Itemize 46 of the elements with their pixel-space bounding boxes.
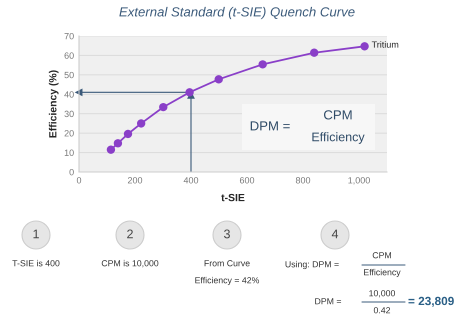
text: 3 bbox=[224, 230, 230, 238]
y-tick-label: 70 bbox=[64, 32, 74, 40]
x-tick-label: 400 bbox=[184, 177, 198, 184]
point bbox=[310, 48, 318, 57]
chart-title: External Standard (t-SIE) Quench Curve bbox=[119, 6, 355, 20]
x-tick-label: 600 bbox=[240, 177, 254, 184]
y-tick-label: 10 bbox=[64, 150, 74, 156]
text: DPM = bbox=[315, 298, 342, 304]
text: From Curve bbox=[204, 260, 250, 266]
point bbox=[214, 75, 223, 84]
annotation: CPM bbox=[324, 110, 352, 120]
point bbox=[106, 145, 116, 154]
y-axis-title: Efficiency (%) bbox=[48, 70, 59, 138]
y-tick-label: 40 bbox=[64, 91, 74, 98]
y-tick-label: 30 bbox=[64, 110, 74, 118]
y-tick-label: 0 bbox=[69, 168, 74, 176]
series-label: Tritium bbox=[372, 41, 398, 48]
text: T-SIE is 400 bbox=[12, 260, 60, 266]
x-tick-label: 1,000 bbox=[348, 177, 370, 185]
text: CPM is 10,000 bbox=[102, 260, 158, 268]
text: 0.42 bbox=[374, 307, 390, 314]
point bbox=[159, 102, 168, 112]
text: Efficiency = 42% bbox=[195, 276, 260, 286]
y-tick-label: 20 bbox=[64, 130, 74, 137]
text: 4 bbox=[332, 230, 338, 238]
point bbox=[124, 130, 132, 138]
text: 10,000 bbox=[369, 290, 396, 298]
point bbox=[185, 88, 194, 97]
text: Using: DPM = bbox=[286, 260, 339, 270]
text: CPM bbox=[372, 252, 392, 258]
text: = 23,809 bbox=[408, 296, 454, 307]
y-tick-label: 50 bbox=[64, 72, 74, 78]
x-tick-label: 0 bbox=[76, 177, 82, 184]
y-tick-label: 60 bbox=[64, 52, 74, 59]
point bbox=[360, 42, 369, 50]
point bbox=[136, 119, 146, 128]
text: 2 bbox=[127, 230, 133, 238]
x-axis-title: t-SIE bbox=[221, 194, 244, 202]
text: 1 bbox=[33, 230, 39, 238]
point bbox=[258, 60, 267, 69]
x-tick-label: 200 bbox=[128, 177, 142, 184]
point bbox=[114, 139, 122, 148]
x-tick-label: 800 bbox=[296, 177, 310, 184]
annotation: Efficiency bbox=[312, 132, 365, 144]
text: Efficiency bbox=[364, 268, 401, 278]
annotation: DPM = bbox=[250, 121, 290, 130]
